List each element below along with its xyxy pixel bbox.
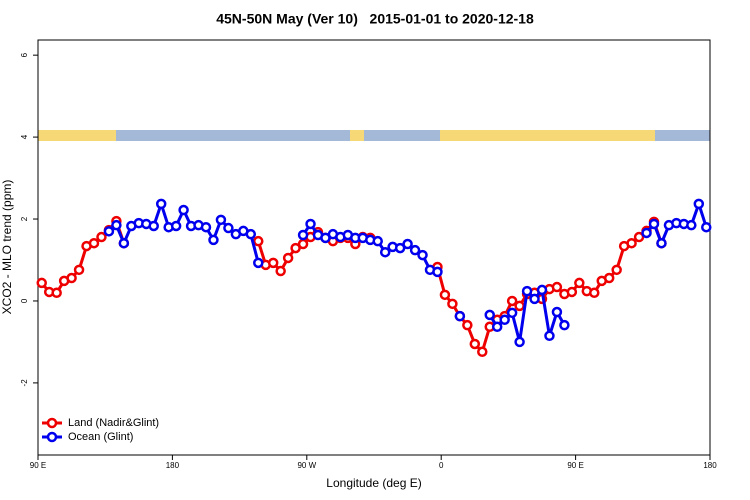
data-point — [693, 198, 705, 210]
data-point — [103, 226, 115, 237]
land-ocean-strip — [38, 130, 710, 141]
x-tick-label: 0 — [439, 461, 444, 470]
y-axis-label: XCO2 - MLO trend (ppm) — [0, 180, 14, 315]
data-point — [469, 338, 481, 350]
data-point — [701, 221, 712, 233]
data-point — [529, 293, 540, 305]
y-tick-label: 2 — [20, 216, 29, 221]
legend-marker — [46, 417, 58, 429]
data-point — [559, 319, 570, 331]
data-point — [506, 307, 518, 319]
data-point — [275, 265, 286, 277]
data-point — [215, 214, 227, 226]
x-tick-label: 90 E — [567, 461, 583, 470]
x-tick-label: 180 — [703, 461, 717, 470]
data-point — [544, 330, 555, 342]
data-point — [574, 277, 585, 289]
data-point — [447, 298, 458, 310]
data-point — [506, 295, 518, 307]
data-point — [454, 310, 466, 322]
data-point — [626, 237, 637, 249]
x-tick-label: 180 — [166, 461, 180, 470]
data-point — [372, 235, 383, 247]
data-point — [514, 336, 525, 348]
data-point — [551, 281, 563, 293]
y-tick-label: 6 — [20, 52, 29, 57]
data-point — [499, 314, 510, 326]
data-point — [253, 257, 264, 269]
x-tick-label: 90 W — [297, 461, 316, 470]
y-tick-label: 0 — [20, 298, 29, 303]
chart-title: 45N-50N May (Ver 10) 2015-01-01 to 2020-… — [216, 11, 534, 27]
data-point — [589, 287, 600, 299]
data-point — [36, 277, 47, 289]
x-axis-label: Longitude (deg E) — [326, 476, 421, 490]
data-point — [566, 286, 578, 298]
legend-label: Ocean (Glint) — [68, 431, 133, 443]
data-point — [417, 249, 428, 261]
y-tick-label: -2 — [20, 379, 29, 387]
legend-marker — [46, 431, 58, 443]
data-point — [305, 218, 316, 230]
data-point — [88, 237, 100, 249]
data-point — [551, 306, 563, 318]
data-point — [432, 266, 443, 278]
data-point — [66, 272, 77, 284]
data-point — [409, 244, 421, 256]
y-tick-label: 4 — [20, 134, 29, 139]
data-point — [96, 231, 107, 243]
data-point — [379, 246, 391, 258]
data-point — [245, 228, 257, 240]
data-point — [282, 252, 294, 264]
data-point — [641, 227, 652, 239]
data-point — [111, 219, 122, 231]
data-point — [73, 264, 85, 276]
data-point — [611, 264, 622, 276]
plot-box — [37, 39, 711, 456]
data-point — [253, 235, 264, 247]
data-point — [536, 284, 548, 296]
data-point — [297, 238, 309, 250]
data-point — [223, 222, 234, 234]
data-point — [686, 219, 697, 231]
data-point — [200, 221, 212, 233]
data-point — [402, 238, 413, 250]
data-point — [178, 204, 189, 216]
data-point — [155, 198, 167, 210]
data-point — [267, 257, 279, 269]
data-point — [477, 346, 488, 358]
data-point — [514, 300, 525, 312]
data-point — [648, 218, 660, 230]
data-point — [462, 319, 473, 331]
data-point — [208, 234, 219, 246]
data-point — [290, 242, 301, 254]
legend-label: Land (Nadir&Glint) — [68, 417, 159, 429]
data-point — [394, 242, 406, 254]
data-point — [439, 289, 451, 301]
x-tick-label: 90 E — [30, 461, 46, 470]
data-point — [170, 220, 182, 232]
data-point — [491, 321, 503, 333]
data-point — [521, 285, 533, 297]
data-point — [297, 229, 309, 241]
data-point — [656, 237, 667, 249]
data-point — [51, 287, 62, 299]
data-point — [118, 237, 130, 249]
data-point — [603, 272, 615, 284]
data-point — [484, 309, 495, 321]
data-point — [633, 231, 645, 243]
data-point — [148, 220, 159, 232]
